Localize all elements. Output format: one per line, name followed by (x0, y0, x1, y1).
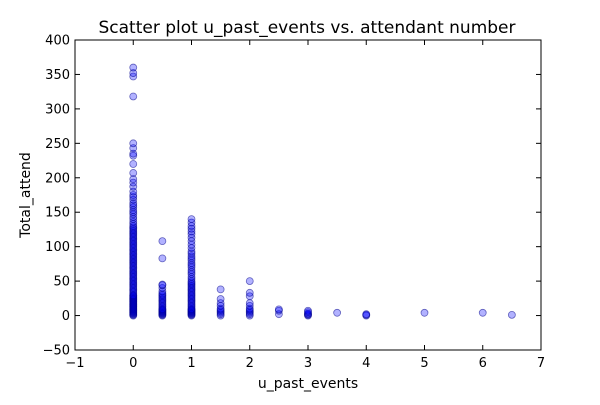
y-axis-label: Total_attend (18, 152, 34, 239)
x-tick-label: 2 (246, 356, 254, 371)
scatter-point (129, 193, 138, 201)
scatter-point (129, 151, 138, 160)
chart-title: Scatter plot u_past_events vs. attendant… (98, 18, 515, 38)
x-tick-label: −1 (65, 356, 84, 371)
scatter-point (216, 295, 225, 303)
y-axis-ticks: −50 0 50 100 150 200 250 300 350 400 (43, 34, 541, 359)
y-tick-label: 400 (45, 34, 70, 49)
scatter-point (333, 308, 342, 317)
scatter-point (245, 299, 254, 308)
y-tick-label: 150 (45, 206, 70, 221)
scatter-point (129, 139, 138, 148)
scatter-point (187, 249, 196, 258)
scatter-point (274, 305, 283, 314)
scatter-point (245, 277, 254, 286)
x-tick-label: 5 (420, 356, 428, 371)
y-tick-label: 50 (53, 275, 70, 290)
scatter-point (158, 289, 167, 298)
scatter-point (158, 254, 167, 263)
y-tick-label: 200 (45, 171, 70, 186)
y-tick-label: 350 (45, 68, 70, 83)
scatter-point (129, 182, 138, 191)
scatter-point (216, 285, 225, 294)
x-tick-label: 1 (187, 356, 195, 371)
scatter-point (129, 175, 138, 184)
y-tick-label: 0 (62, 309, 70, 324)
scatter-point (158, 280, 167, 289)
scatter-point (304, 306, 312, 315)
scatter-point (187, 227, 196, 236)
scatter-point (129, 69, 138, 77)
scatter-point (129, 149, 138, 158)
scatter-point (129, 92, 138, 101)
scatter-point (187, 230, 196, 239)
scatter-point (507, 310, 516, 319)
scatter-point (478, 308, 487, 317)
scatter-point (158, 237, 167, 246)
scatter-point (216, 299, 225, 308)
y-tick-label: 250 (45, 137, 70, 152)
x-tick-label: 3 (304, 356, 312, 371)
y-tick-label: 100 (45, 240, 70, 255)
x-tick-label: 4 (362, 356, 370, 371)
x-tick-label: 7 (537, 356, 545, 371)
scatter-point (129, 169, 138, 177)
x-axis-label: u_past_events (258, 376, 358, 392)
scatter-point (129, 201, 138, 210)
x-axis-ticks: −1 0 1 2 3 4 5 6 7 (65, 40, 545, 371)
y-tick-label: 300 (45, 102, 70, 117)
scatter-point (362, 310, 371, 319)
scatter-point (245, 302, 254, 310)
scatter-point (187, 215, 196, 224)
x-tick-label: 6 (479, 356, 487, 371)
scatter-point (245, 304, 254, 313)
x-tick-label: 0 (129, 356, 137, 371)
y-tick-label: −50 (43, 344, 70, 359)
scatter-point (420, 308, 429, 317)
data-points (129, 63, 516, 320)
scatter-point (245, 288, 254, 297)
scatter-point (129, 203, 138, 212)
scatter-point (129, 160, 138, 168)
scatter-point (216, 304, 225, 313)
scatter-point (129, 63, 138, 72)
plot-area (75, 40, 541, 350)
scatter-point (187, 224, 196, 233)
